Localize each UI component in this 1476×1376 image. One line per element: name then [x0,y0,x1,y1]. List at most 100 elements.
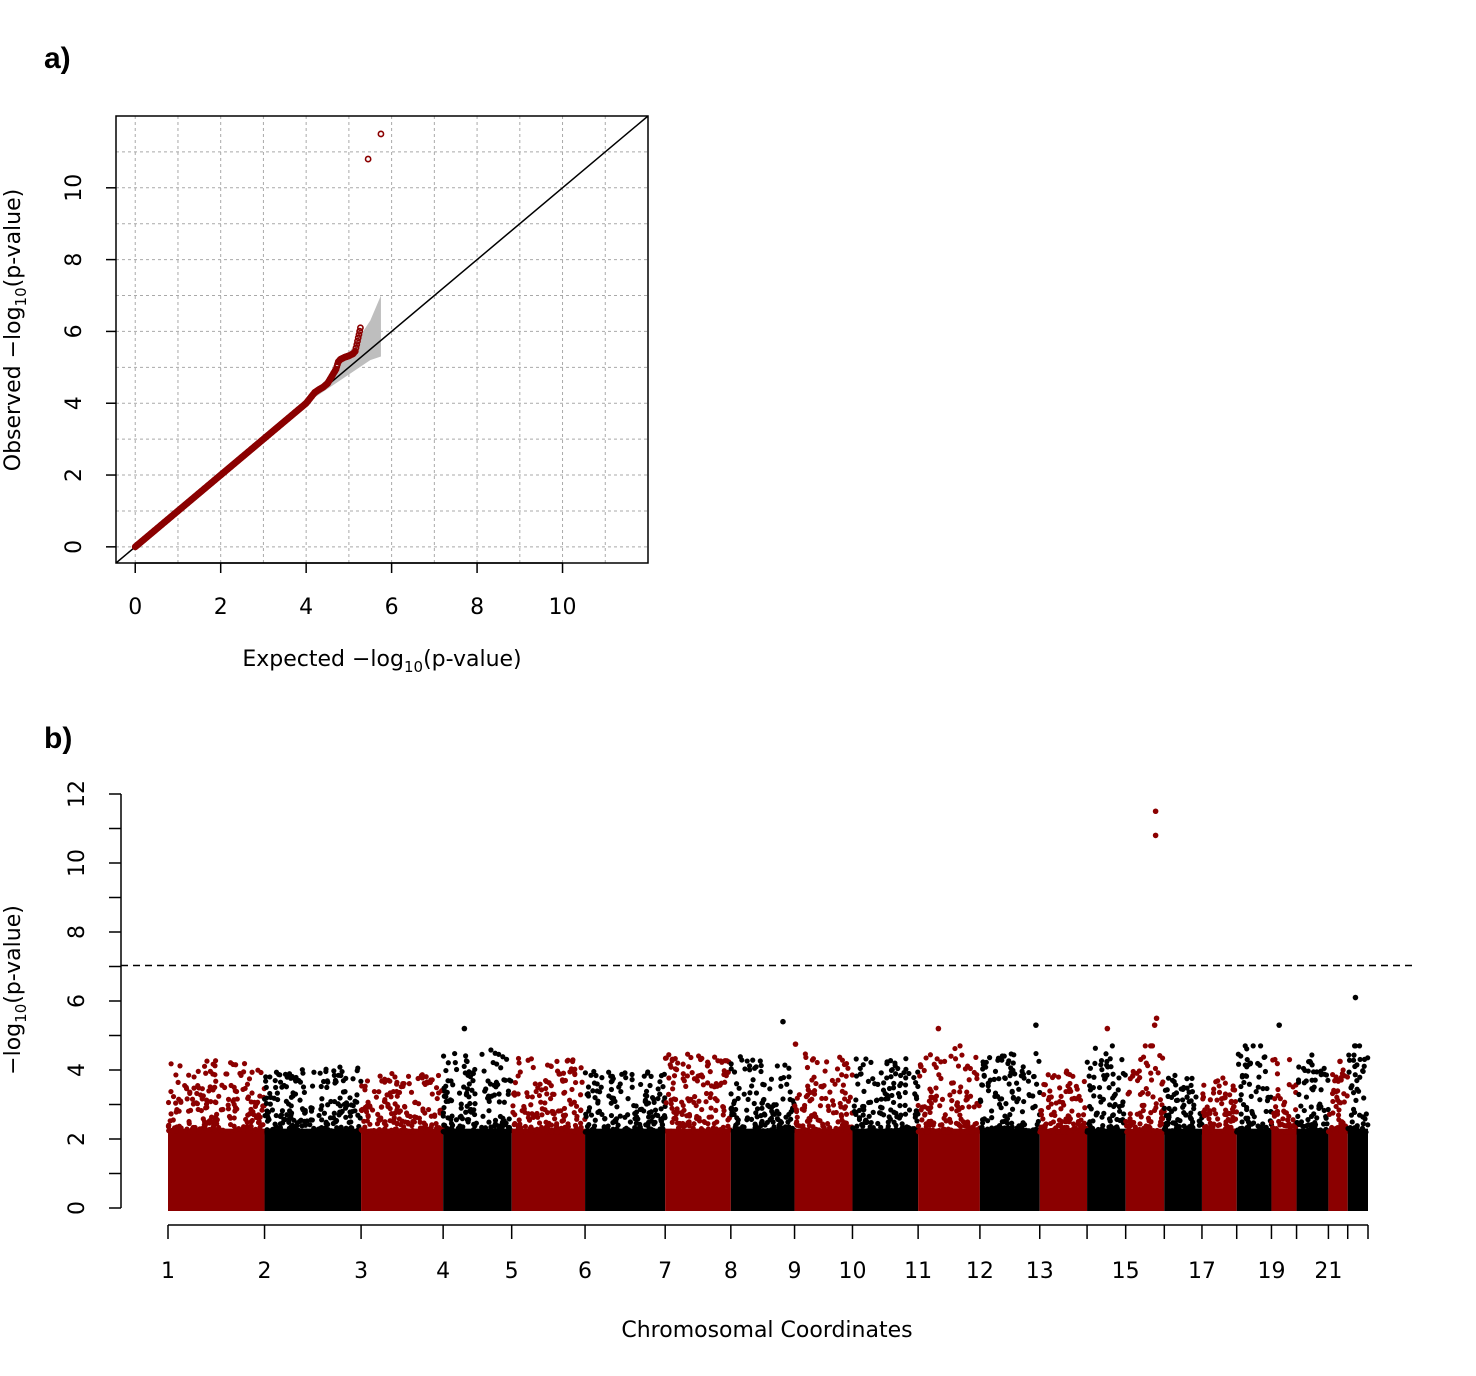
manhattan-point [486,1119,492,1125]
manhattan-top-hit [792,1041,799,1047]
manhattan-point [1190,1119,1196,1125]
manhattan-point [990,1129,996,1135]
manhattan-point [1202,1124,1208,1130]
manhattan-point [886,1085,893,1092]
manhattan-point [1130,1068,1136,1075]
manhattan-point [1003,1101,1009,1107]
manhattan-point [958,1116,964,1122]
manhattan-point [1058,1106,1064,1112]
manhattan-point [1091,1093,1097,1099]
qq-point [356,327,364,335]
manhattan-point [568,1066,575,1072]
manhattan-point [262,1096,268,1102]
manhattan-point [201,1063,208,1069]
manhattan-point [947,1092,953,1098]
manhattan-point [1355,1088,1362,1094]
manhattan-point [464,1058,470,1065]
manhattan-point [608,1100,614,1106]
manhattan-points [165,808,1371,1211]
manhattan-point [173,1100,179,1106]
manhattan-point [899,1121,905,1127]
manhattan-point [586,1108,592,1114]
manhattan-point [583,1129,589,1135]
manhattan-point [684,1113,690,1119]
manhattan-point [1150,1094,1156,1100]
manhattan-point [1307,1129,1314,1135]
manhattan-point [297,1079,304,1085]
manhattan-point [1215,1122,1221,1129]
manhattan-point [1157,1097,1164,1103]
manhattan-point [931,1061,937,1067]
manhattan-point [1004,1120,1011,1126]
manhattan-point [884,1059,890,1065]
manhattan-point [365,1113,371,1120]
manhattan-point [952,1056,959,1062]
manhattan-point [1171,1079,1177,1085]
manhattan-point [1141,1125,1147,1131]
manhattan-point [482,1128,488,1134]
manhattan-point [1361,1063,1367,1069]
manhattan-point [955,1063,962,1069]
manhattan-point [332,1080,338,1086]
manhattan-point [552,1116,558,1122]
chromosome-label: 1 [161,1259,175,1284]
manhattan-point [577,1092,584,1098]
manhattan-point [980,1059,986,1065]
manhattan-point [234,1096,240,1102]
manhattan-point [985,1083,991,1089]
manhattan-point [1059,1119,1065,1125]
manhattan-point [555,1108,562,1114]
manhattan-point [957,1043,963,1049]
manhattan-point [412,1114,418,1120]
manhattan-point [339,1108,345,1114]
manhattan-point [902,1089,908,1096]
manhattan-point [1110,1071,1116,1077]
qq-y-tick-label: 2 [62,468,87,482]
manhattan-point [966,1104,972,1110]
manhattan-point [285,1101,292,1107]
manhattan-point [359,1083,365,1089]
manhattan-point [1082,1105,1088,1111]
manhattan-y-axis: 0 2 4 6 8 10 12 [65,780,122,1215]
manhattan-point [567,1097,573,1103]
manhattan-point [1188,1110,1194,1116]
manhattan-point [703,1129,710,1135]
manhattan-point [1210,1090,1217,1096]
manhattan-point [753,1090,760,1096]
manhattan-point [206,1088,212,1094]
manhattan-point [911,1074,917,1081]
manhattan-point [347,1095,353,1101]
manhattan-point [1116,1104,1122,1110]
manhattan-point [1092,1060,1098,1067]
chromosome-label: 11 [904,1259,932,1284]
manhattan-point [675,1125,682,1131]
manhattan-point [245,1128,251,1134]
manhattan-point [827,1089,833,1095]
manhattan-point [263,1100,270,1107]
manhattan-point [204,1104,210,1110]
manhattan-point [1200,1091,1206,1097]
manhattan-top-hit [1352,994,1359,1001]
manhattan-point [826,1107,832,1113]
manhattan-point [675,1060,681,1066]
manhattan-point [506,1077,513,1083]
manhattan-point [416,1115,423,1121]
manhattan-point [941,1058,948,1064]
manhattan-point [708,1114,715,1120]
manhattan-point [548,1096,554,1102]
manhattan-point [1321,1107,1327,1114]
manhattan-point [1076,1093,1082,1099]
manhattan-point [559,1118,565,1124]
manhattan-point [1298,1103,1304,1109]
manhattan-point [1008,1065,1014,1071]
manhattan-point [974,1075,980,1082]
manhattan-point [570,1057,576,1063]
manhattan-point [497,1113,504,1120]
manhattan-point [213,1078,219,1084]
manhattan-point [1116,1075,1122,1081]
manhattan-point [301,1089,307,1096]
manhattan-point [227,1060,234,1066]
manhattan-point [274,1090,280,1096]
manhattan-point [331,1068,337,1074]
manhattan-point [1016,1086,1022,1092]
